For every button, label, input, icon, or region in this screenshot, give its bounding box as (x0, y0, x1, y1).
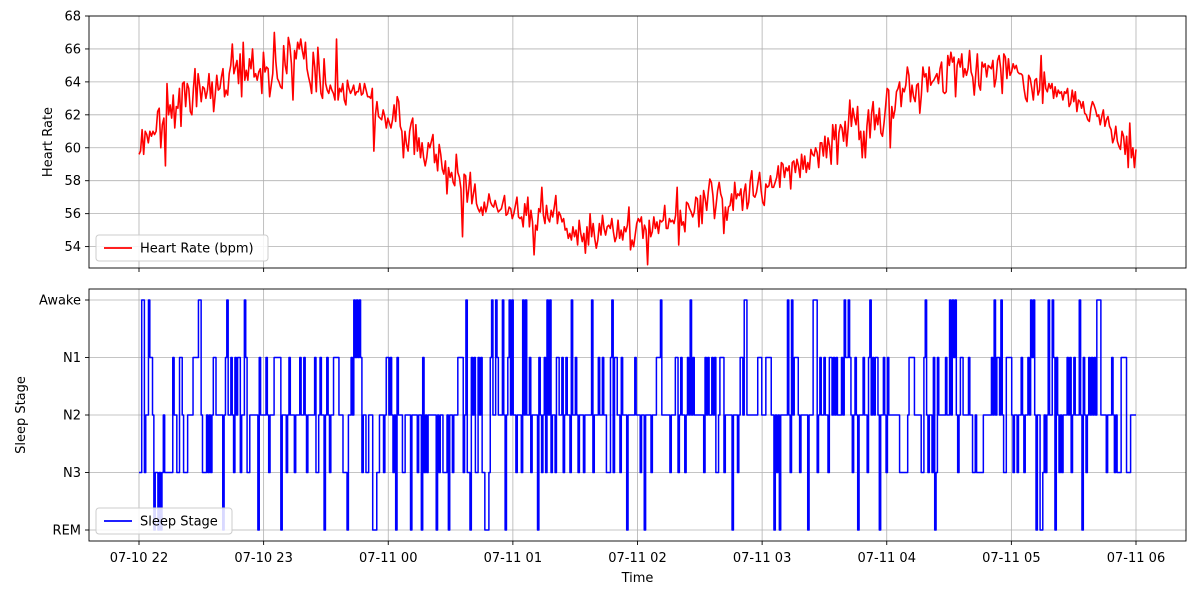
heart-rate-line (138, 31, 1137, 266)
x-tick-label: 07-11 00 (359, 551, 417, 566)
y-tick-label: 56 (64, 207, 81, 222)
y-tick-label: 54 (64, 240, 81, 255)
legend-label: Heart Rate (bpm) (140, 242, 254, 257)
y-tick-label: Awake (39, 294, 81, 309)
legend-box (95, 234, 269, 262)
legend-label: Sleep Stage (140, 515, 218, 530)
x-tick-label: 07-11 03 (733, 551, 791, 566)
x-axis: 07-10 22 07-10 23 07-11 00 07-11 01 07-11 02… (110, 541, 1165, 566)
y-tick-label: 68 (64, 10, 81, 25)
x-tick-label: 07-11 02 (608, 551, 666, 566)
y-axis-label: Heart Rate (41, 107, 56, 177)
y-tick-label: 62 (64, 108, 81, 123)
x-tick-label: 07-11 01 (484, 551, 542, 566)
x-tick-label: 07-10 22 (110, 551, 168, 566)
y-axis: REM N3 N2 N1 Awake (39, 294, 89, 539)
sleep-stage-line (139, 299, 1136, 531)
x-tick-label: 07-10 23 (234, 551, 292, 566)
y-tick-label: N3 (63, 466, 81, 481)
x-axis-label: Time (621, 571, 654, 586)
y-tick-label: REM (53, 524, 81, 539)
x-tick-label: 07-11 05 (982, 551, 1040, 566)
y-tick-label: 64 (64, 75, 81, 90)
x-tick-label: 07-11 06 (1107, 551, 1165, 566)
y-axis-label: Sleep Stage (14, 376, 29, 454)
y-tick-label: 60 (64, 141, 81, 156)
y-tick-label: N2 (63, 409, 81, 424)
legend: Sleep Stage (95, 507, 233, 535)
x-tick-label: 07-11 04 (858, 551, 916, 566)
y-axis: 54 56 58 60 62 64 66 68 (64, 10, 89, 255)
x-axis (138, 268, 1137, 272)
y-tick-label: 66 (64, 42, 81, 57)
legend-box (95, 507, 233, 535)
heart-rate-panel: 54 56 58 60 62 64 66 68 Heart Rate Heart Rate (bp… (41, 10, 1187, 272)
grid (89, 15, 1186, 268)
legend: Heart Rate (bpm) (95, 234, 269, 262)
y-tick-label: N1 (63, 351, 81, 366)
y-tick-label: 58 (64, 174, 81, 189)
